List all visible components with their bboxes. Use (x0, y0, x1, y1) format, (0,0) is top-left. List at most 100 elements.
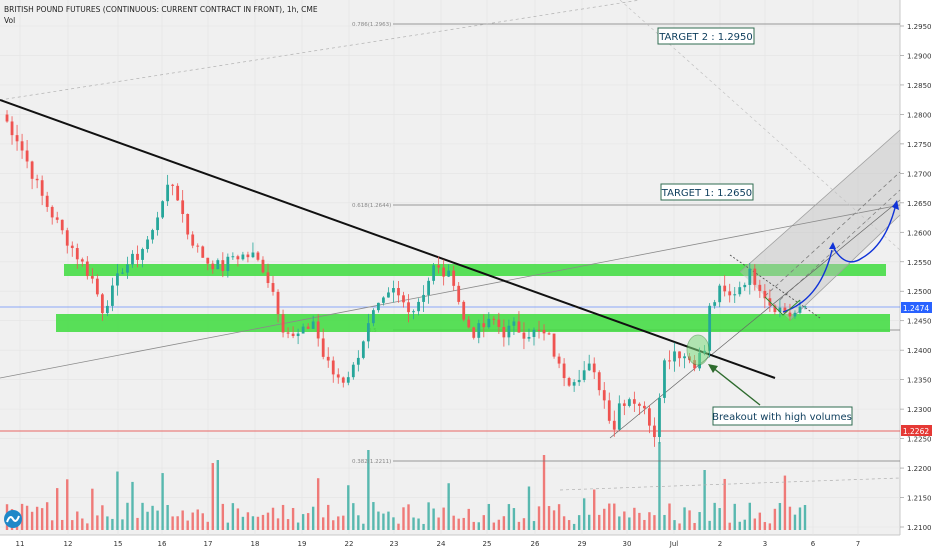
volume-bar (286, 519, 290, 530)
volume-bar (432, 508, 435, 530)
volume-bar (171, 516, 174, 530)
candle-up (371, 310, 375, 324)
candle-down (331, 360, 335, 375)
volume-bar (372, 502, 375, 530)
candle-down (502, 327, 506, 338)
candle-up (658, 397, 661, 438)
breakout-callout[interactable]: Breakout with high volumes (712, 406, 853, 426)
target-2-box[interactable]: TARGET 2 : 1.2950 (657, 27, 755, 45)
retest-v-mark (764, 296, 801, 316)
breakout-arrow-head (708, 364, 718, 373)
target-1-box[interactable]: TARGET 1: 1.2650 (660, 183, 754, 201)
volume-bar (71, 520, 74, 530)
breakout-callout-label: Breakout with high volumes (712, 412, 852, 423)
candle-up (311, 321, 315, 329)
candle-down (592, 363, 596, 373)
volume-bar (35, 506, 39, 530)
candle-down (35, 178, 39, 181)
price-tick-label: 1.2950 (907, 23, 932, 31)
volume-bar (492, 522, 496, 530)
volume-bar (266, 512, 270, 530)
volume-bar (678, 523, 681, 530)
candle-down (648, 408, 651, 426)
time-tick-label: 3 (763, 540, 767, 548)
candle-up (708, 305, 712, 351)
candle-up (422, 294, 425, 302)
candle-down (246, 254, 250, 258)
volume-bar (648, 512, 651, 530)
volume-bar (773, 508, 777, 530)
svg-text:1.2262: 1.2262 (903, 427, 929, 436)
volume-bar (201, 513, 204, 530)
volume-bar (131, 481, 134, 530)
candles (5, 110, 807, 447)
candle-down (547, 333, 551, 335)
candle-down (758, 284, 762, 291)
channel-band (740, 130, 900, 320)
candle-up (166, 184, 170, 202)
candle-down (10, 121, 14, 136)
volume-bar (743, 519, 746, 530)
candle-up (587, 363, 591, 371)
candle-up (793, 312, 797, 317)
candle-down (50, 206, 54, 218)
candle-down (75, 248, 79, 260)
candle-down (567, 378, 571, 386)
volume-bar (412, 517, 415, 530)
candle-down (316, 321, 320, 339)
time-tick-label: 7 (856, 540, 860, 548)
volume-bar (121, 519, 124, 530)
fib-label: 0.382(1.2211) (352, 459, 391, 465)
volume-bar (698, 512, 701, 530)
candle-up (156, 217, 159, 231)
candle-down (186, 214, 190, 235)
volume-bar (703, 470, 706, 530)
volume-bar (477, 522, 480, 530)
candle-down (437, 265, 441, 268)
volume-bar (793, 514, 797, 530)
volume-bar (417, 518, 420, 530)
volume-bar (161, 473, 164, 530)
volume-bar (572, 523, 576, 530)
candle-down (462, 301, 466, 320)
volume-bar (156, 510, 159, 530)
volume-bar (768, 523, 772, 530)
volume-bar (603, 508, 606, 530)
candle-down (452, 270, 456, 286)
volume-bar (216, 460, 220, 530)
time-tick-label: 30 (623, 540, 632, 548)
time-tick-label: 24 (437, 540, 446, 548)
candle-down (497, 319, 501, 328)
candle-down (95, 278, 99, 295)
volume-bar (718, 508, 721, 530)
candle-down (723, 285, 727, 292)
candle-down (5, 114, 9, 122)
volume-bar (50, 520, 54, 530)
candle-down (45, 195, 49, 207)
volume-bar (723, 478, 726, 530)
candle-down (201, 246, 205, 258)
volume-bar (166, 504, 169, 530)
volume-bar (788, 506, 792, 530)
candle-down (482, 323, 486, 328)
channel-top-line (739, 129, 901, 273)
candle-up (447, 270, 451, 277)
candle-down (407, 302, 410, 313)
candle-down (653, 425, 656, 438)
candle-up (532, 329, 536, 337)
candle-up (126, 264, 129, 273)
time-tick-label: 29 (578, 540, 587, 548)
candle-up (151, 230, 154, 240)
candle-down (60, 219, 64, 231)
volume-bar (221, 503, 225, 530)
volume-bar (196, 509, 199, 530)
price-tick-label: 1.2750 (907, 141, 932, 149)
candle-up (617, 403, 621, 430)
tradingview-logo-icon[interactable] (4, 510, 22, 528)
volume-bar (733, 503, 736, 530)
volume-bar (407, 504, 410, 530)
candle-down (90, 276, 94, 279)
volume-bar (482, 515, 485, 530)
